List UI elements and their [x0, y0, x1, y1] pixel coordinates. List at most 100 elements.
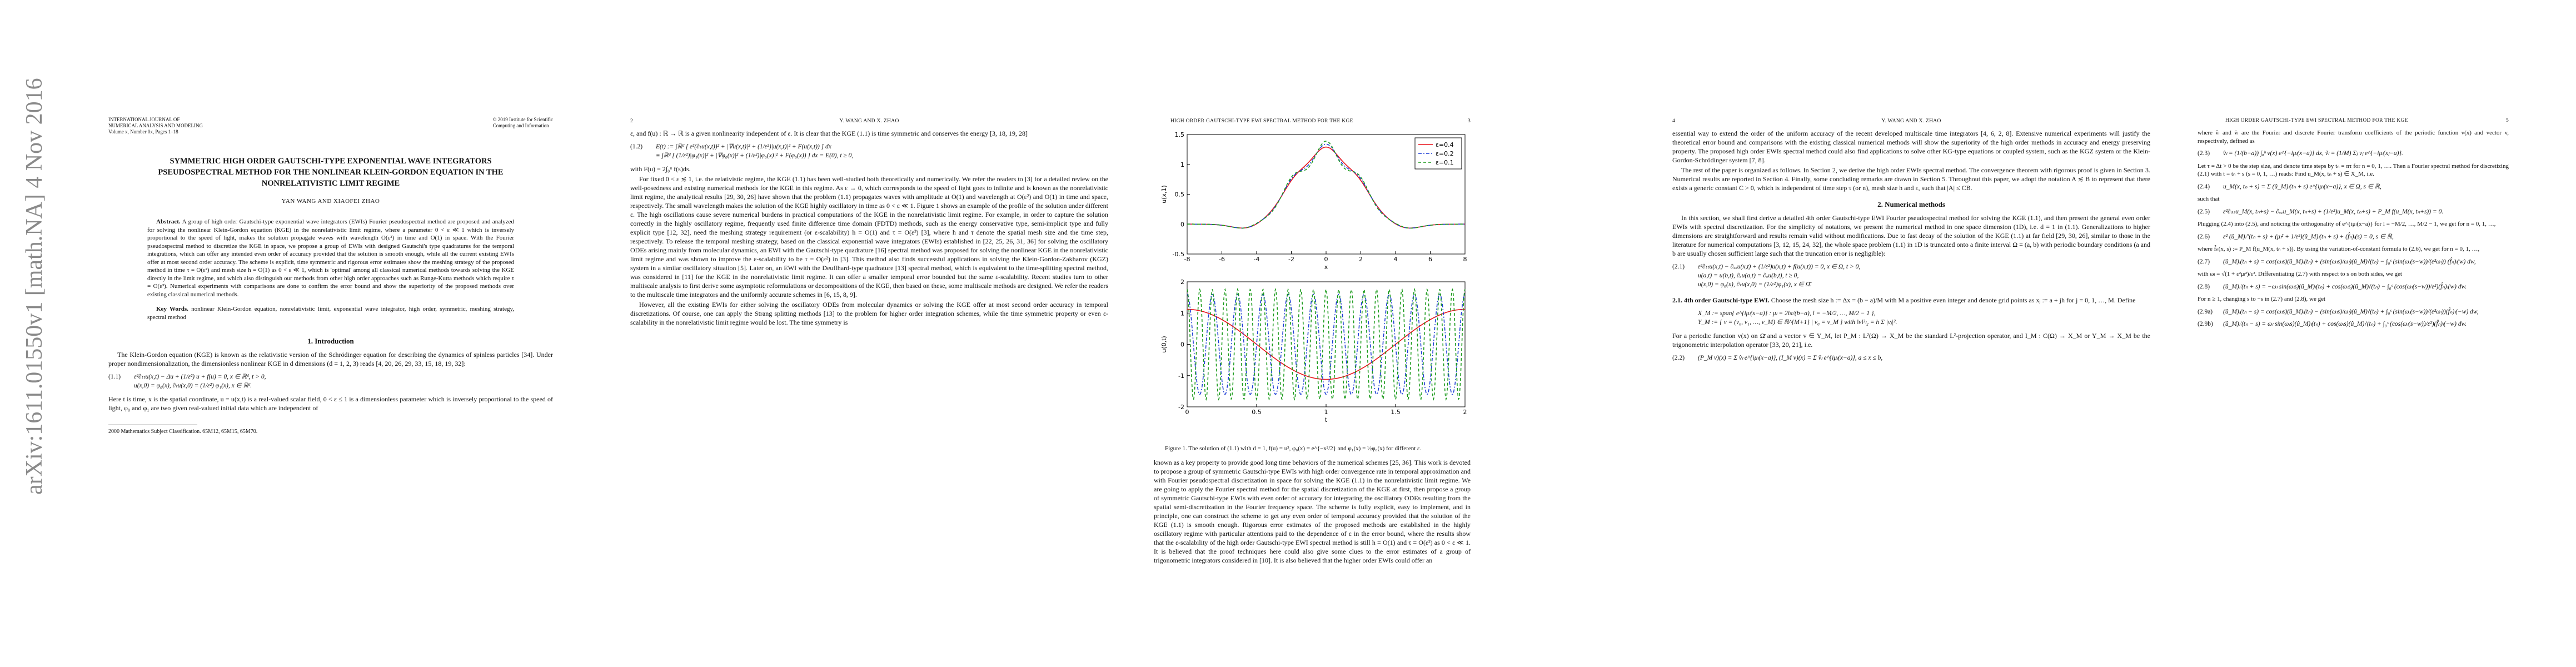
equation: (2.3) v̂ₗ = (1/(b−a)) ∫ₐᵇ v(x) e^{−iμₗ(x−… [2198, 150, 2509, 158]
authors: YAN WANG AND XIAOFEI ZHAO [281, 198, 380, 205]
paragraph: where v̂ₗ and ṽₗ are the Fourier and dis… [2198, 130, 2509, 145]
running-header: 4 Y. WANG AND X. ZHAO [1672, 117, 2150, 129]
abstract: Abstract. A group of high order Gautschi… [147, 218, 514, 321]
equation-line: u(x,0) = φ₀(x), ∂ₜu(x,0) = (1/ε²) φ₁(x),… [134, 382, 252, 389]
paragraph: such that [2198, 196, 2220, 202]
equation-number: (1.1) [108, 374, 121, 380]
y-tick-label: -2 [1178, 404, 1184, 411]
equation: (2.8) (û_M)ₗ'(tₙ + s) = −ωₗ sin(ωₗs)(û_M)… [2198, 283, 2509, 291]
paragraph: Plugging (2.4) into (2.5), and noticing … [2198, 221, 2496, 227]
y-axis-label: u(x,1) [1160, 185, 1168, 203]
figure: -8 -6 -4 -2 0 2 4 6 8-0.500.511.5xu(x,1)ε=0.4ε=0… [1160, 131, 1467, 424]
x-tick-label: 1.5 [1391, 409, 1401, 416]
footnote-text: 2000 Mathematics Subject Classification.… [108, 429, 258, 435]
paragraph: The rest of the paper is organized as fo… [1672, 166, 2150, 192]
equation-number: (2.3) [2198, 150, 2210, 157]
page-number: 3 [1467, 118, 1471, 124]
equation: (1.2) E(t) := ∫ℝᵈ [ ε²(∂ₜu(x,t))² + |∇u(… [630, 142, 1108, 160]
x-tick-label: 0.5 [1252, 409, 1262, 416]
y-tick-label: 2 [1180, 278, 1184, 286]
paragraph: where f̂ₙ(x, s) := P_M f(u_M(x, tₙ + s))… [2198, 246, 2480, 252]
journal-header: INTERNATIONAL JOURNAL OF NUMERICAL ANALY… [108, 117, 553, 139]
page: 2 Y. WANG AND X. ZHAO ε, and f(u) : ℝ → … [630, 117, 1108, 328]
equation-line: (û_M)ₗ(tₙ − s) = cos(ωₗs)(û_M)ₗ(tₙ) − (s… [2223, 308, 2479, 315]
paragraph: Here t is time, x is the spatial coordin… [108, 395, 553, 412]
equation-line: v̂ₗ = (1/(b−a)) ∫ₐᵇ v(x) e^{−iμₗ(x−a)} d… [2223, 150, 2403, 157]
y-tick-label: -0.5 [1173, 251, 1184, 258]
paragraph: ε, and f(u) : ℝ → ℝ is a given nonlinear… [630, 130, 1028, 137]
arxiv-id: arXiv:1611.01550v1 [math.NA] 4 Nov 2016 [22, 78, 47, 495]
equation-line: X_M := span{ e^{iμₗ(x−a)} : μₗ = 2lπ/(b−… [1698, 310, 1876, 317]
copyright: Computing and Information [492, 123, 549, 128]
paragraph: Let τ = Δt > 0 be the step size, and den… [2198, 162, 2509, 178]
equation-number: (2.9a) [2198, 308, 2213, 315]
x-tick-label: 8 [1463, 256, 1467, 263]
plot-curve [1187, 141, 1465, 229]
x-tick-label: -6 [1219, 256, 1225, 263]
equation: (2.5) ε²∂ₛₛu_M(x, tₙ+s) − ∂ₓₓu_M(x, tₙ+s)… [2198, 208, 2509, 216]
paragraph: essential way to extend the order of the… [1672, 130, 2150, 164]
equation: (2.9a) (û_M)ₗ(tₙ − s) = cos(ωₗs)(û_M)ₗ(tₙ… [2198, 308, 2509, 316]
equation-line: ε²∂ₛₛu_M(x, tₙ+s) − ∂ₓₓu_M(x, tₙ+s) + (1… [2223, 208, 2444, 215]
equation-line: u(a,t) = u(b,t), ∂ₓu(a,t) = ∂ₓu(b,t), t … [1698, 272, 1799, 279]
copyright: © 2019 Institute for Scientific [492, 117, 553, 122]
paragraph: with F(u) = 2∫₀ᵘ f(s)ds. [630, 165, 691, 173]
x-tick-label: 2 [1359, 256, 1363, 263]
equation-line: ε²∂ₜₜu(x,t) − ∂ₓₓu(x,t) + (1/ε²)u(x,t) +… [1698, 263, 1861, 270]
equation-number: (2.8) [2198, 283, 2210, 290]
page: HIGH ORDER GAUTSCHI-TYPE EWI SPECTRAL ME… [2198, 117, 2509, 333]
equation-line: ε² (û_M)ₗ''(tₙ + s) + (μₗ² + 1/ε²)(û_M)ₗ… [2223, 233, 2394, 240]
page: HIGH ORDER GAUTSCHI-TYPE EWI SPECTRAL ME… [1154, 117, 1471, 566]
footnote: 2000 Mathematics Subject Classification.… [108, 422, 553, 436]
x-tick-label: 4 [1394, 256, 1398, 263]
page-number: 4 [1672, 118, 1676, 124]
arxiv-stamp: arXiv:1611.01550v1 [math.NA] 4 Nov 2016 [4, 78, 47, 495]
section-heading: 2. Numerical methods [1877, 200, 1945, 208]
x-tick-label: -8 [1184, 256, 1190, 263]
paper-title: SYMMETRIC HIGH ORDER GAUTSCHI-TYPE EXPON… [158, 157, 504, 188]
equation: (2.9b) (û_M)ₗ'(tₙ − s) = ωₗ sin(ωₗs)(û_M)… [2198, 320, 2509, 328]
legend-label: ε=0.4 [1436, 141, 1454, 148]
equation: (2.2) (P_M v)(x) = Σ v̂ₗ e^{iμₗ(x−a)}, (… [1672, 354, 2150, 362]
subsection-heading: 2.1. 4th order Gautschi-type EWI. [1672, 296, 1770, 304]
abstract-text: A group of high order Gautschi-type expo… [147, 218, 514, 298]
paragraph: with ωₗ = √(1 + ε²μₗ²)/ε². Differentiati… [2198, 271, 2402, 277]
abstract-label: Abstract. [156, 218, 181, 225]
x-axis-label: t [1325, 416, 1328, 424]
paragraph: However, all the existing EWIs for eithe… [630, 301, 1108, 326]
paragraph: For fixed 0 < ε ≲ 1, i.e. the relativist… [630, 175, 1108, 298]
paragraph: In this section, we shall first derive a… [1672, 214, 2150, 257]
equation-number: (2.5) [2198, 208, 2210, 215]
equation: X_M := span{ e^{iμₗ(x−a)} : μₗ = 2lπ/(b−… [1672, 309, 2150, 327]
y-tick-label: 1 [1180, 161, 1184, 168]
journal-line: NUMERICAL ANALYSIS AND MODELING [108, 123, 203, 128]
equation-line: ≡ ∫ℝᵈ [ (1/ε²)|φ₁(x)|² + |∇φ₀(x)|² + (1/… [656, 152, 854, 159]
equation: (2.4) u_M(x, tₙ + s) = Σ (û_M)ₗ(tₙ + s) e… [2198, 183, 2509, 191]
equation-number: (2.2) [1672, 355, 1685, 361]
plot-curve [1187, 293, 1466, 395]
x-tick-label: 2 [1463, 409, 1467, 416]
paragraph: Choose the mesh size h := Δx = (b − a)/M… [1771, 296, 2136, 304]
running-header: HIGH ORDER GAUTSCHI-TYPE EWI SPECTRAL ME… [1154, 117, 1471, 129]
page: INTERNATIONAL JOURNAL OF NUMERICAL ANALY… [108, 117, 553, 436]
equation-line: (û_M)ₗ'(tₙ − s) = ωₗ sin(ωₗs)(û_M)ₗ(tₙ) … [2223, 321, 2467, 327]
x-tick-label: 6 [1428, 256, 1432, 263]
equation-number: (2.9b) [2198, 321, 2213, 327]
equation-line: E(t) := ∫ℝᵈ [ ε²(∂ₜu(x,t))² + |∇u(x,t)|²… [656, 143, 831, 150]
paragraph: For n ≥ 1, changing s to −s in (2.7) and… [2198, 296, 2326, 302]
y-tick-label: 0 [1180, 341, 1184, 349]
x-tick-label: 0 [1324, 256, 1328, 263]
page-number: 2 [630, 118, 634, 124]
x-tick-label: -2 [1288, 256, 1294, 263]
running-head: HIGH ORDER GAUTSCHI-TYPE EWI SPECTRAL ME… [1170, 118, 1353, 124]
x-tick-label: 1 [1324, 409, 1328, 416]
journal-line: INTERNATIONAL JOURNAL OF [108, 117, 180, 122]
paragraph: For a periodic function v(x) on Ω̄ and a… [1672, 332, 2150, 349]
equation-line: u(x,0) = φ₀(x), ∂ₜu(x,0) = (1/ε²)φ₁(x), … [1698, 281, 1812, 288]
equation-line: ε²∂ₜₜu(x,t) − Δu + (1/ε²) u + f(u) = 0, … [134, 374, 266, 380]
paragraph: The Klein-Gordon equation (KGE) is known… [108, 351, 553, 367]
y-tick-label: 0 [1180, 221, 1184, 228]
running-header: 2 Y. WANG AND X. ZHAO [630, 117, 1108, 129]
running-head: Y. WANG AND X. ZHAO [839, 118, 899, 124]
